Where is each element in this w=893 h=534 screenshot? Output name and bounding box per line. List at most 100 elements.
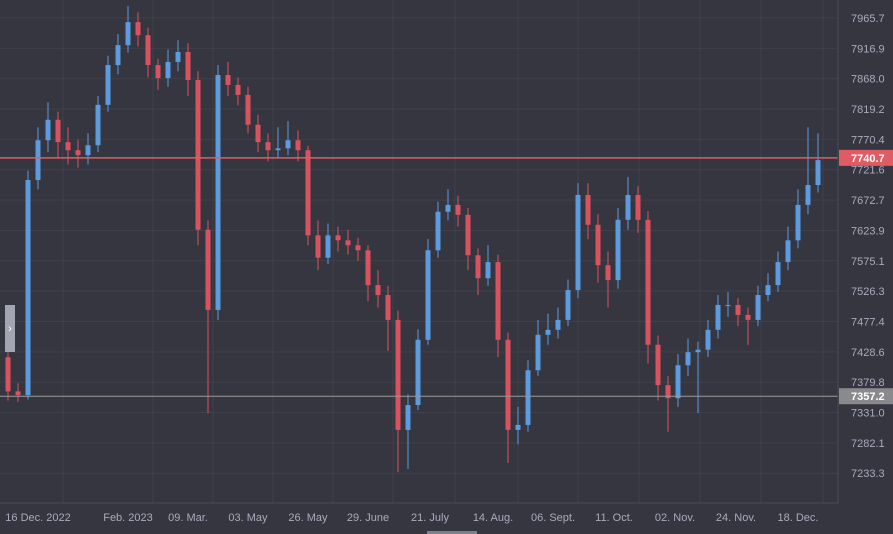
candle-body [585, 194, 591, 225]
candle-body [615, 219, 621, 281]
x-tick-label: 03. May [228, 512, 268, 524]
candle-body [45, 119, 51, 141]
candle-body [285, 140, 291, 149]
y-tick-label: 7331.0 [851, 407, 885, 419]
y-tick-label: 7965.7 [851, 13, 885, 25]
candle-body [645, 219, 651, 345]
y-tick-label: 7477.4 [851, 317, 885, 329]
y-tick-label: 7233.3 [851, 468, 885, 480]
price-lines [0, 157, 838, 397]
candle-body [405, 405, 411, 430]
y-tick-label: 7819.2 [851, 104, 885, 116]
x-tick-label: 06. Sept. [531, 512, 575, 524]
x-tick-label: 29. June [347, 512, 389, 524]
candle-body [205, 229, 211, 310]
y-tick-label: 7379.8 [851, 377, 885, 389]
candle-body [515, 424, 521, 430]
candle-body [15, 391, 21, 396]
candle-body [255, 124, 261, 143]
x-axis[interactable]: 16 Dec. 2022 Feb. 2023 09. Mar. 03. May 26. … [5, 512, 818, 524]
candle-body [215, 74, 221, 310]
candle-body [225, 74, 231, 85]
candle-body [125, 22, 131, 46]
candle-body [315, 235, 321, 258]
candle-body [375, 285, 381, 296]
candle-body [355, 245, 361, 251]
candle-body [425, 250, 431, 340]
x-tick-label: 21. July [411, 512, 449, 524]
candle-body [465, 214, 471, 256]
x-tick-label: 18. Dec. [778, 512, 819, 524]
candle-body [625, 194, 631, 220]
candle-body [765, 285, 771, 296]
y-axis[interactable]: 7965.7 7916.9 7868.0 7819.2 7770.4 7721.6 7672… [851, 13, 885, 480]
candle-body [525, 370, 531, 425]
candle-body [55, 119, 61, 143]
candles [5, 6, 821, 473]
candle-body [705, 329, 711, 350]
candle-body [325, 235, 331, 258]
candle-body [145, 35, 151, 66]
candle-body [435, 211, 441, 251]
y-tick-label: 7526.3 [851, 286, 885, 298]
candle-body [75, 150, 81, 156]
candle-body [185, 51, 191, 80]
candle-body [535, 334, 541, 371]
price-tags: 7740.7 7357.2 [839, 149, 893, 405]
last-price-label: 7740.7 [851, 153, 885, 165]
candle-body [785, 240, 791, 263]
x-tick-label: Feb. 2023 [103, 512, 153, 524]
chevron-right-icon: › [8, 322, 12, 335]
x-tick-label: 16 Dec. 2022 [5, 512, 70, 524]
candle-body [745, 314, 751, 320]
candle-body [345, 240, 351, 246]
candle-body [365, 250, 371, 286]
x-tick-label: 26. May [288, 512, 328, 524]
candle-body [195, 79, 201, 230]
candle-body [235, 84, 241, 95]
candle-body [715, 304, 721, 330]
candle-body [245, 94, 251, 125]
candle-body [795, 204, 801, 241]
candle-body [25, 180, 31, 396]
candle-body [735, 304, 741, 315]
y-tick-label: 7623.9 [851, 225, 885, 237]
y-tick-label: 7916.9 [851, 43, 885, 55]
x-tick-label: 09. Mar. [168, 512, 208, 524]
candle-body [725, 304, 731, 306]
reference-price-tag [839, 388, 893, 405]
candle-body [485, 262, 491, 279]
candle-body [635, 194, 641, 220]
candle-body [685, 352, 691, 366]
candle-body [545, 329, 551, 335]
candle-body [165, 61, 171, 79]
candle-body [815, 160, 821, 186]
grid [0, 0, 838, 503]
candle-body [675, 365, 681, 399]
x-tick-label: 02. Nov. [655, 512, 695, 524]
expand-panel-handle[interactable]: › [5, 305, 15, 352]
candle-body [385, 295, 391, 320]
candle-body [295, 140, 301, 151]
candle-body [755, 295, 761, 320]
candle-body [775, 262, 781, 286]
candle-body [555, 319, 561, 330]
candle-body [655, 344, 661, 386]
candle-body [335, 235, 341, 241]
candle-body [475, 255, 481, 279]
candle-body [695, 349, 701, 353]
candle-body [575, 194, 581, 291]
y-tick-label: 7575.1 [851, 256, 885, 268]
y-tick-label: 7282.1 [851, 438, 885, 450]
y-tick-label: 7721.6 [851, 165, 885, 177]
candle-body [805, 185, 811, 205]
candle-body [595, 224, 601, 266]
candle-body [175, 51, 181, 62]
candle-body [565, 290, 571, 320]
candle-body [115, 45, 121, 66]
time-scrollbar[interactable] [427, 531, 477, 534]
candle-body [305, 150, 311, 236]
candle-body [265, 142, 271, 151]
candle-body [455, 204, 461, 215]
